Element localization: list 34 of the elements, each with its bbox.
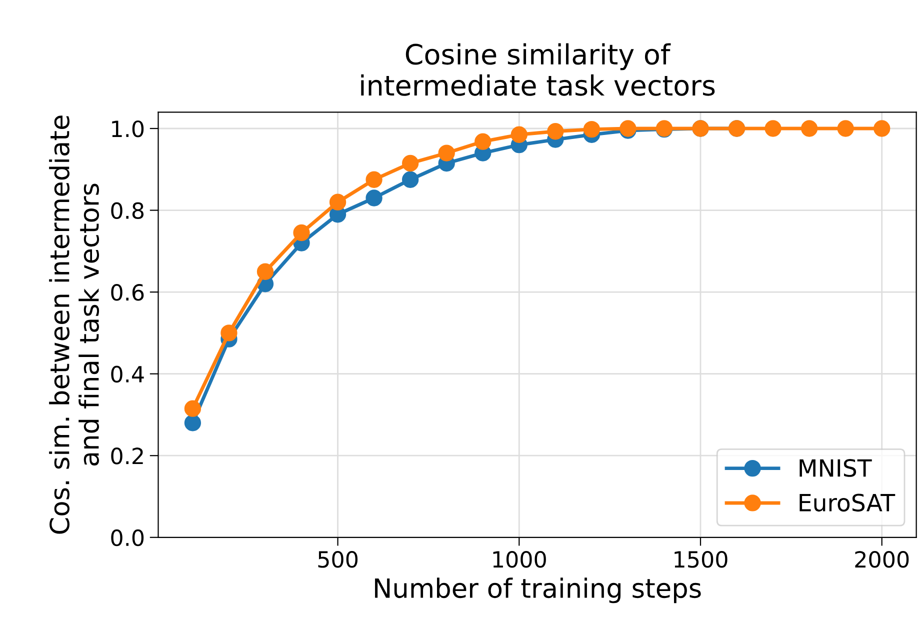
point	[874, 120, 890, 137]
point	[510, 126, 528, 143]
point	[837, 120, 854, 137]
point	[366, 190, 382, 206]
x-tick-label: 500	[318, 550, 358, 568]
point	[402, 154, 419, 172]
x-axis-title: Number of training steps	[375, 578, 701, 604]
x-tick-label: 1000	[493, 550, 546, 568]
legend-label: EuroSAT	[800, 494, 896, 512]
point	[256, 263, 274, 280]
y-tick-label: 0.4	[111, 366, 144, 383]
point	[438, 144, 455, 162]
point	[366, 171, 382, 188]
point	[547, 123, 564, 140]
point	[583, 120, 600, 138]
y-tick-label: 0.0	[111, 529, 144, 546]
point	[474, 133, 492, 150]
point	[220, 324, 238, 342]
x-tick-label: 2000	[855, 550, 909, 568]
y-axis-title: Cos. sim. between intermediate and final task vectors	[49, 116, 100, 534]
legend-label: MNIST	[800, 459, 872, 477]
point	[402, 171, 419, 188]
point	[184, 414, 202, 432]
y-tick-label: 0.6	[111, 284, 144, 301]
chart-title: Cosine similarity of intermediate task vectors	[361, 43, 715, 96]
y-tick-label: 0.2	[111, 448, 143, 464]
point	[764, 120, 782, 137]
y-tick-label: 1.0	[112, 120, 144, 138]
x-tick-label: 1500	[674, 550, 728, 568]
point	[293, 224, 310, 242]
point	[329, 194, 346, 210]
y-tick-label: 0.8	[111, 202, 144, 220]
point	[184, 400, 202, 417]
point	[800, 120, 818, 137]
